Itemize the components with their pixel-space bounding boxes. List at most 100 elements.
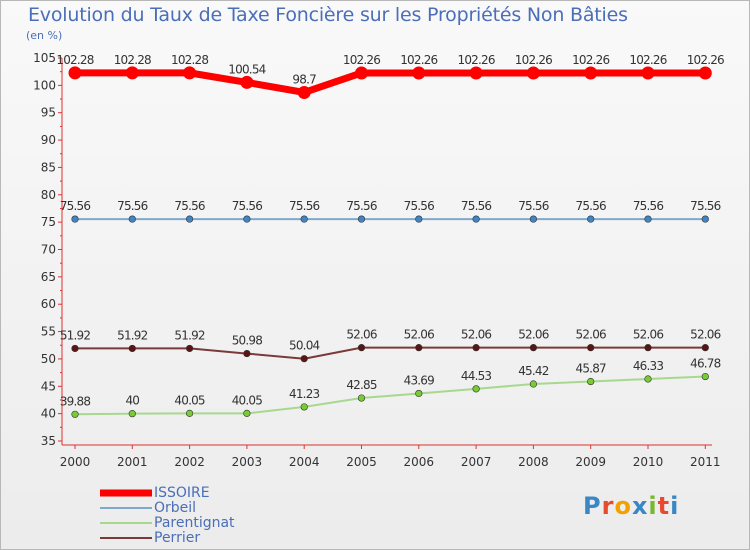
x-tick-label: 2002 [174,455,205,469]
data-point-orbeil [71,215,79,223]
legend-label-orbeil: Orbeil [154,500,197,516]
data-label-perrier: 50.04 [289,339,320,353]
data-label-perrier: 52.06 [633,328,664,342]
data-label-issoire: 98.7 [292,72,316,86]
data-point-parentignat [186,409,194,417]
data-label-parentignat: 39.88 [60,394,91,408]
data-point-issoire [297,85,311,99]
data-label-orbeil: 75.56 [346,199,377,213]
data-label-issoire: 100.54 [228,62,265,76]
data-point-perrier [415,344,423,352]
data-point-parentignat [644,375,652,383]
y-tick-label: 50 [41,352,56,366]
data-point-parentignat [300,403,308,411]
legend-label-parentignat: Parentignat [154,515,235,531]
data-point-orbeil [644,215,652,223]
data-label-orbeil: 75.56 [576,199,607,213]
data-point-issoire [526,66,540,80]
y-tick-label: 75 [41,215,56,229]
data-point-issoire [412,66,426,80]
data-label-perrier: 51.92 [117,328,148,342]
data-label-parentignat: 46.33 [633,359,664,373]
data-point-parentignat [529,380,538,388]
data-label-parentignat: 45.87 [576,362,607,376]
data-point-orbeil [300,215,308,223]
data-label-perrier: 50.98 [232,334,263,348]
data-label-parentignat: 46.78 [690,357,721,371]
data-label-issoire: 102.26 [400,53,437,67]
logo-letter: t [657,492,671,520]
y-tick-label: 40 [41,407,56,421]
data-point-issoire [641,66,655,80]
data-label-issoire: 102.26 [687,53,724,67]
data-label-parentignat: 40 [125,394,139,408]
x-tick-label: 2011 [690,455,721,469]
data-label-orbeil: 75.56 [461,199,492,213]
data-label-orbeil: 75.56 [60,199,91,213]
data-point-parentignat [71,410,79,418]
data-label-orbeil: 75.56 [289,199,320,213]
data-point-perrier [472,344,480,352]
data-point-issoire [125,66,139,80]
data-point-issoire [183,66,197,80]
data-label-orbeil: 75.56 [404,199,435,213]
data-point-orbeil [186,215,194,223]
logo-letter: o [614,492,632,520]
y-tick-label: 60 [41,297,56,311]
data-label-issoire: 102.28 [56,53,93,67]
data-point-parentignat [701,372,709,381]
data-label-issoire: 102.26 [515,53,552,67]
data-label-orbeil: 75.56 [232,199,263,213]
data-label-perrier: 52.06 [576,328,607,342]
data-label-parentignat: 40.05 [232,393,263,407]
x-tick-label: 2000 [60,455,91,469]
data-label-perrier: 52.06 [518,328,549,342]
data-label-parentignat: 41.23 [289,387,320,401]
data-label-orbeil: 75.56 [117,199,148,213]
data-label-issoire: 102.26 [629,53,666,67]
data-point-perrier [587,344,595,352]
data-label-issoire: 102.28 [114,53,151,67]
y-tick-label: 55 [41,325,56,339]
y-tick-label: 105 [33,51,56,65]
data-label-issoire: 102.26 [457,53,494,67]
logo-letter: i [670,492,680,520]
x-tick-label: 2007 [461,455,492,469]
data-point-issoire [355,66,368,80]
x-tick-label: 2008 [518,455,549,469]
x-tick-label: 2010 [633,455,664,469]
x-tick-label: 2003 [232,455,263,469]
data-point-perrier [71,344,79,353]
x-tick-label: 2001 [117,455,148,469]
data-point-orbeil [128,215,136,223]
chart-title: Evolution du Taux de Taxe Foncière sur l… [28,4,628,26]
data-point-perrier [357,344,366,352]
x-tick-label: 2005 [346,455,377,469]
data-point-perrier [128,344,136,353]
data-point-orbeil [472,215,480,223]
data-label-orbeil: 75.56 [690,199,721,213]
data-label-issoire: 102.28 [171,53,208,67]
data-point-orbeil [701,215,709,223]
data-point-parentignat [128,410,136,418]
y-tick-label: 45 [41,379,56,393]
data-point-issoire [698,66,712,80]
data-point-orbeil [587,215,595,223]
data-point-perrier [300,355,308,363]
data-label-orbeil: 75.56 [174,199,205,213]
y-tick-label: 80 [41,188,56,202]
logo-letter: r [601,492,615,520]
data-label-perrier: 52.06 [690,328,721,342]
data-point-orbeil [529,215,538,223]
series-line-parentignat [74,375,707,416]
logo-letter: P [583,492,602,520]
data-point-orbeil [357,215,366,223]
proxiti-logo: Proxiti [583,492,679,520]
data-label-orbeil: 75.56 [518,199,549,213]
data-point-orbeil [415,215,423,223]
data-point-perrier [186,344,194,353]
legend-label-perrier: Perrier [154,530,201,546]
data-point-parentignat [243,409,251,417]
data-label-perrier: 51.92 [60,328,91,342]
y-tick-label: 95 [41,106,56,120]
